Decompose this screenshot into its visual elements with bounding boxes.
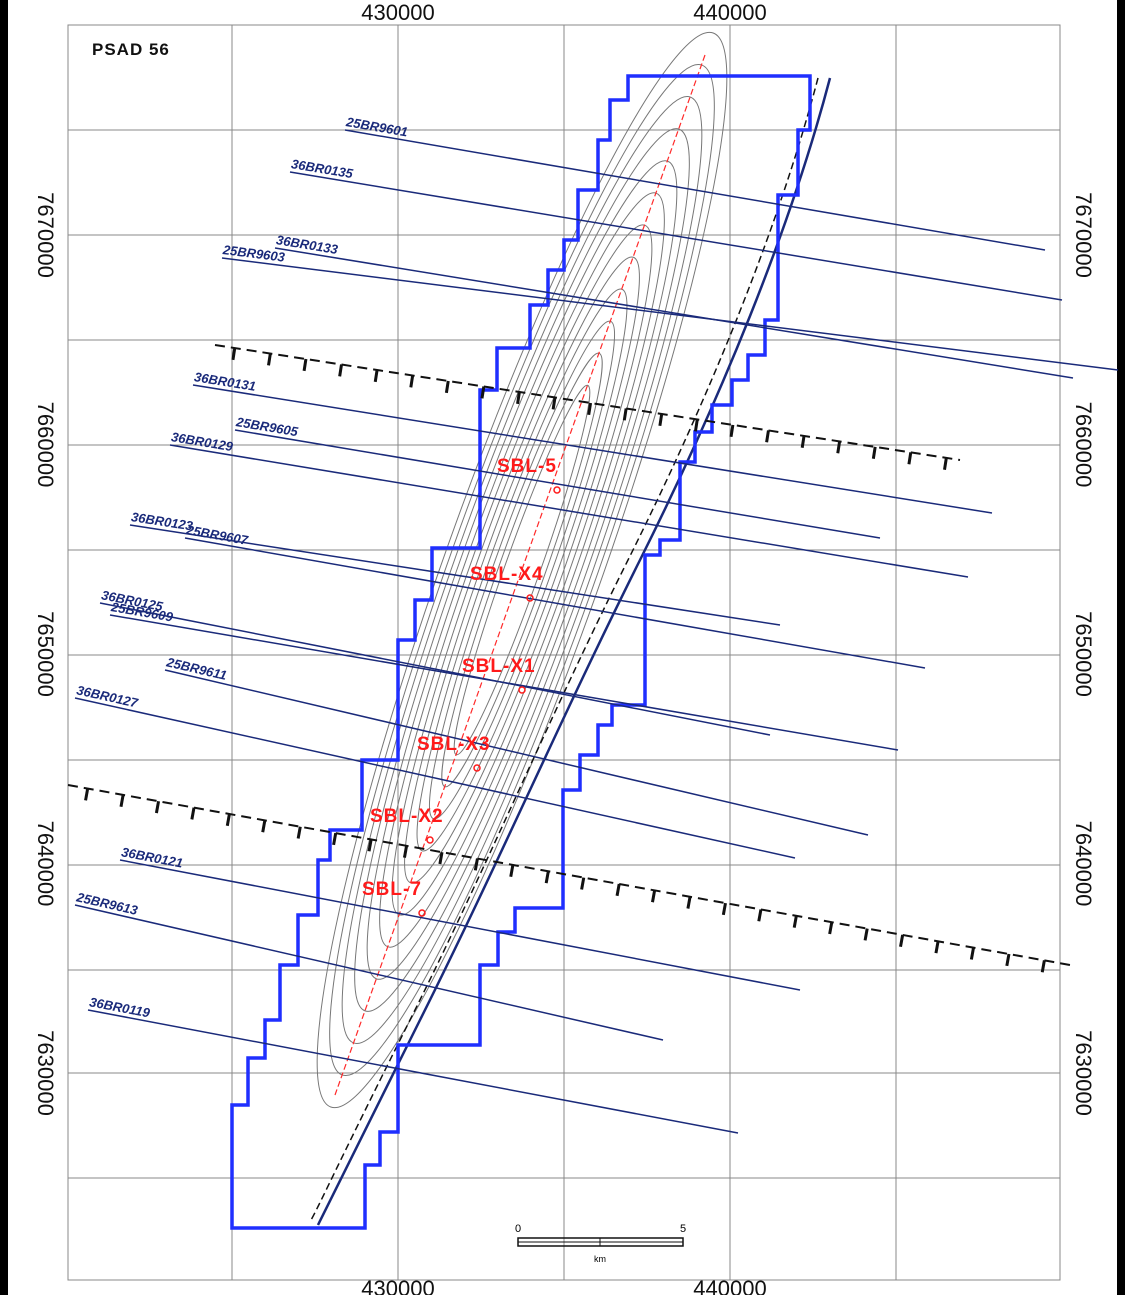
northing-label: 7660000 xyxy=(1071,402,1096,488)
northing-label: 7670000 xyxy=(33,192,58,278)
fault-tick xyxy=(404,846,406,858)
fault-tick xyxy=(304,359,306,371)
scale-unit: km xyxy=(594,1254,606,1264)
fault-tick xyxy=(901,935,903,947)
northing-label: 7630000 xyxy=(1071,1030,1096,1116)
fault-tick xyxy=(156,801,158,813)
fault-tick xyxy=(86,789,88,801)
scale-end: 5 xyxy=(680,1223,686,1235)
fault-tick xyxy=(731,425,733,437)
fault-tick xyxy=(553,397,555,409)
fault-tick xyxy=(440,852,442,864)
northing-label: 7640000 xyxy=(33,821,58,907)
well-label: SBL-7 xyxy=(362,879,422,900)
fault-tick xyxy=(660,414,662,426)
fault-tick xyxy=(482,386,484,398)
easting-label: 440000 xyxy=(693,0,766,25)
map: 25BR960136BR013536BR013325BR960336BR0131… xyxy=(0,0,1125,1295)
fault-tick xyxy=(624,408,626,420)
fault-tick xyxy=(369,839,371,851)
fault-tick xyxy=(1042,960,1044,972)
fault-tick xyxy=(411,376,413,388)
fault-tick xyxy=(263,820,265,832)
well-label: SBL-X1 xyxy=(462,656,536,677)
fault-tick xyxy=(767,430,769,442)
fault-tick xyxy=(518,392,520,404)
fault-tick xyxy=(723,903,725,915)
easting-label: 430000 xyxy=(361,0,434,25)
fault-tick xyxy=(340,365,342,377)
fault-tick xyxy=(794,916,796,928)
right-edge xyxy=(1117,0,1125,1295)
fault-tick xyxy=(375,370,377,382)
fault-tick xyxy=(688,897,690,909)
fault-tick xyxy=(909,452,911,464)
fault-tick xyxy=(298,827,300,839)
fault-tick xyxy=(446,381,448,393)
scale-start: 0 xyxy=(515,1223,521,1235)
fault-tick xyxy=(936,941,938,953)
well-label: SBL-X2 xyxy=(370,806,444,827)
well-label: SBL-X3 xyxy=(417,734,491,755)
fault-tick xyxy=(475,859,477,871)
fault-tick xyxy=(802,436,804,448)
easting-label: 440000 xyxy=(693,1276,766,1295)
fault-tick xyxy=(971,948,973,960)
northing-label: 7670000 xyxy=(1071,192,1096,278)
left-edge xyxy=(0,0,8,1295)
fault-tick xyxy=(945,458,947,470)
northing-label: 7650000 xyxy=(1071,611,1096,697)
northing-label: 7660000 xyxy=(33,402,58,488)
northing-label: 7630000 xyxy=(33,1030,58,1116)
fault-tick xyxy=(830,922,832,934)
fault-tick xyxy=(589,403,591,415)
fault-tick xyxy=(582,878,584,890)
fault-tick xyxy=(873,447,875,459)
fault-tick xyxy=(546,871,548,883)
northing-label: 7640000 xyxy=(1071,821,1096,907)
northing-label: 7650000 xyxy=(33,611,58,697)
fault-tick xyxy=(617,884,619,896)
well-label: SBL-5 xyxy=(497,456,557,477)
fault-tick xyxy=(1007,954,1009,966)
fault-tick xyxy=(121,795,123,807)
fault-tick xyxy=(865,929,867,941)
background xyxy=(0,0,1125,1295)
fault-tick xyxy=(192,808,194,820)
fault-tick xyxy=(269,354,271,366)
well-label: SBL-X4 xyxy=(470,564,544,585)
fault-tick xyxy=(695,419,697,431)
fault-tick xyxy=(759,909,761,921)
fault-tick xyxy=(511,865,513,877)
fault-tick xyxy=(233,348,235,360)
fault-tick xyxy=(227,814,229,826)
fault-tick xyxy=(334,833,336,845)
fault-tick xyxy=(652,890,654,902)
fault-tick xyxy=(838,441,840,453)
datum-label: PSAD 56 xyxy=(92,40,170,59)
easting-label: 430000 xyxy=(361,1276,434,1295)
